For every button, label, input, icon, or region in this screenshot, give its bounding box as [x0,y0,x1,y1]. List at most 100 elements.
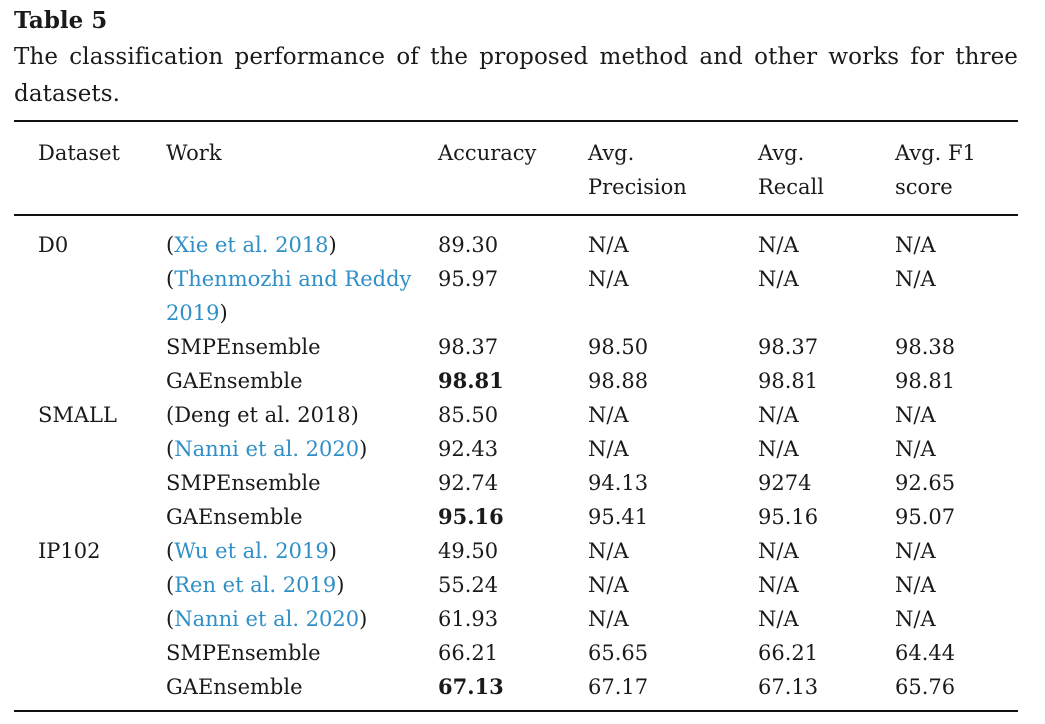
cell-work: SMPEnsemble [166,641,321,665]
cell-work: (Ren et al. 2019) [166,568,438,602]
cell-work: (Thenmozhi and Reddy 2019) [166,262,438,330]
table-row: (Thenmozhi and Reddy 2019) 95.97 N/A N/A N/A [14,262,1018,330]
cell-accuracy: 67.13 [438,674,504,699]
cell-avg-precision: 98.88 [588,369,649,393]
cell-avg-recall: 98.81 [758,369,819,393]
header-row: Dataset Work Accuracy Avg. Precision Avg.… [14,122,1018,215]
table-caption: The classification performance of the pr… [14,44,1018,107]
paren-open: ( [166,267,175,291]
citation-link[interactable]: Nanni et al. 2020 [174,607,360,631]
cell-avg-recall: N/A [758,573,799,597]
cell-avg-recall: 95.16 [758,505,819,529]
table-row: SMPEnsemble 92.74 94.13 9274 92.65 [14,466,1018,500]
cell-avg-precision: N/A [588,539,629,563]
cell-accuracy: 55.24 [438,573,499,597]
citation-link[interactable]: Ren et al. 2019 [174,573,337,597]
table-body: D0 (Xie et al. 2018) 89.30 N/A N/A N/A (Thenmo… [14,215,1018,710]
cell-avg-precision: 95.41 [588,505,649,529]
top-rule [14,120,1018,122]
cell-accuracy: 85.50 [438,403,499,427]
cell-work: GAEnsemble [166,505,303,529]
table-row: D0 (Xie et al. 2018) 89.30 N/A N/A N/A [14,215,1018,262]
cell-dataset: D0 [38,233,69,257]
bottom-rule [14,710,1018,712]
cell-avg-recall: N/A [758,437,799,461]
cell-dataset [14,432,166,466]
cell-avg-f1: 64.44 [895,641,956,665]
cell-dataset [14,330,166,364]
cell-avg-f1: N/A [895,539,936,563]
citation-link[interactable]: Xie et al. 2018 [174,233,329,257]
table-row: (Nanni et al. 2020) 92.43 N/A N/A N/A [14,432,1018,466]
cell-accuracy: 98.81 [438,368,504,393]
cell-avg-precision: N/A [588,607,629,631]
cell-avg-recall: 98.37 [758,335,819,359]
table-row: GAEnsemble 98.81 98.88 98.81 98.81 [14,364,1018,398]
table-figure: Table 5 The classification performance o… [14,0,1018,712]
cell-dataset: IP102 [38,539,101,563]
cell-avg-precision: N/A [588,267,629,291]
cell-accuracy: 92.74 [438,471,499,495]
table-row: (Nanni et al. 2020) 61.93 N/A N/A N/A [14,602,1018,636]
paren-open: ( [166,539,175,563]
cell-avg-precision: 65.65 [588,641,649,665]
cell-avg-recall: N/A [758,539,799,563]
cell-accuracy: 98.37 [438,335,499,359]
cell-avg-recall: 66.21 [758,641,819,665]
paren-open: ( [166,573,175,597]
cell-avg-recall: N/A [758,403,799,427]
cell-avg-f1: N/A [895,233,936,257]
cell-avg-precision: N/A [588,573,629,597]
cell-avg-f1: 65.76 [895,675,956,699]
cell-accuracy: 66.21 [438,641,499,665]
cell-avg-f1: 95.07 [895,505,956,529]
table-row: IP102 (Wu et al. 2019) 49.50 N/A N/A N/A [14,534,1018,568]
cell-dataset [14,466,166,500]
cell-avg-f1: 98.81 [895,369,956,393]
cell-work: (Deng et al. 2018) [166,403,359,427]
cell-avg-recall: N/A [758,233,799,257]
paren-open: ( [166,233,175,257]
table-label: Table 5 [14,7,108,34]
cell-accuracy: 95.16 [438,504,504,529]
header-work: Work [166,141,222,165]
cell-avg-f1: N/A [895,403,936,427]
cell-dataset [14,364,166,398]
cell-dataset [14,670,166,710]
paren-close: ) [336,573,345,597]
header-avg-precision: Avg. Precision [588,141,687,199]
cell-avg-f1: N/A [895,437,936,461]
cell-accuracy: 49.50 [438,539,499,563]
citation-link[interactable]: Nanni et al. 2020 [174,437,360,461]
cell-work: (Wu et al. 2019) [166,534,438,568]
cell-work: GAEnsemble [166,369,303,393]
table-row: GAEnsemble 95.16 95.41 95.16 95.07 [14,500,1018,534]
table-row: SMPEnsemble 98.37 98.50 98.37 98.38 [14,330,1018,364]
cell-avg-f1: N/A [895,573,936,597]
cell-accuracy: 92.43 [438,437,499,461]
paren-close: ) [328,233,337,257]
citation-link[interactable]: Thenmozhi and Reddy 2019 [166,267,412,325]
paren-open: ( [166,607,175,631]
cell-dataset [14,262,166,330]
cell-avg-precision: 94.13 [588,471,649,495]
cell-work: (Nanni et al. 2020) [166,602,438,636]
header-accuracy: Accuracy [438,141,537,165]
cell-avg-precision: N/A [588,233,629,257]
header-avg-recall: Avg. Recall [758,141,824,199]
cell-avg-precision: N/A [588,437,629,461]
cell-dataset [14,568,166,602]
citation-link[interactable]: Wu et al. 2019 [174,539,329,563]
cell-avg-f1: N/A [895,607,936,631]
cell-accuracy: 89.30 [438,233,499,257]
paren-open: ( [166,437,175,461]
cell-avg-precision: 98.50 [588,335,649,359]
cell-work: SMPEnsemble [166,335,321,359]
cell-avg-f1: 98.38 [895,335,956,359]
cell-avg-recall: N/A [758,267,799,291]
cell-avg-f1: 92.65 [895,471,956,495]
cell-avg-recall: 9274 [758,471,812,495]
cell-dataset [14,602,166,636]
table-row: SMPEnsemble 66.21 65.65 66.21 64.44 [14,636,1018,670]
cell-accuracy: 95.97 [438,267,499,291]
